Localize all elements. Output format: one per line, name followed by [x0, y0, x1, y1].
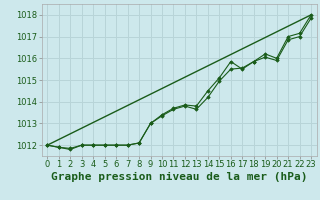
X-axis label: Graphe pression niveau de la mer (hPa): Graphe pression niveau de la mer (hPa)	[51, 172, 308, 182]
